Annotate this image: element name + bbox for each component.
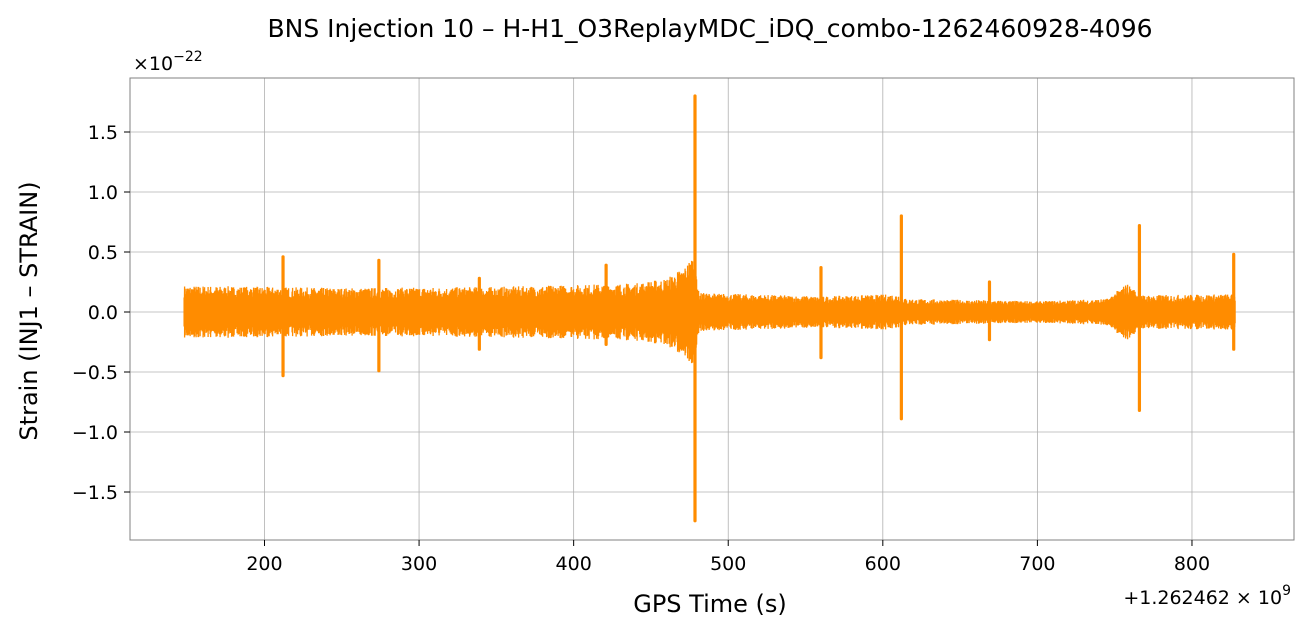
- x-tick-label: 800: [1174, 553, 1210, 575]
- plot-area: [183, 94, 1236, 523]
- y-tick-label: 0.5: [88, 242, 118, 264]
- y-tick-label: −1.0: [72, 422, 118, 444]
- y-tick-label: −0.5: [72, 362, 118, 384]
- x-axis-label: GPS Time (s): [633, 590, 787, 618]
- x-tick-label: 600: [865, 553, 901, 575]
- y-tick-label: 0.0: [88, 302, 118, 324]
- x-tick-label: 400: [556, 553, 592, 575]
- y-tick-label: −1.5: [72, 482, 118, 504]
- plot-frame: [129, 77, 1295, 541]
- y-axis-label: Strain (INJ1 – STRAIN): [15, 181, 43, 440]
- x-tick-label: 500: [710, 553, 746, 575]
- x-tick-label: 300: [401, 553, 437, 575]
- x-tick-label: 200: [246, 553, 282, 575]
- x-axis-ticks: 200 300 400 500 600 700 800: [246, 540, 1210, 575]
- y-tick-label: 1.5: [88, 122, 118, 144]
- y-scale-multiplier: ×10−22: [133, 49, 203, 75]
- x-axis-offset: +1.262462 × 109: [1123, 583, 1291, 609]
- strain-noise-band: [183, 260, 1236, 364]
- y-axis-ticks: −1.5 −1.0 −0.5 0.0 0.5 1.0 1.5: [72, 122, 130, 504]
- y-tick-label: 1.0: [88, 182, 118, 204]
- x-tick-label: 700: [1019, 553, 1055, 575]
- chart-title: BNS Injection 10 – H-H1_O3ReplayMDC_iDQ_…: [267, 14, 1152, 43]
